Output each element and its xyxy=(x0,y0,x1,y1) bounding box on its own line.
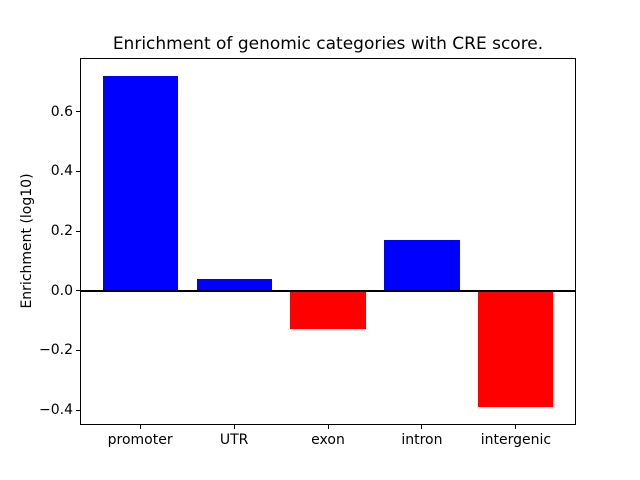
x-tick-mark xyxy=(421,425,423,429)
y-tick-mark xyxy=(76,290,80,292)
y-tick-label: −0.2 xyxy=(39,342,73,359)
y-tick-label: −0.4 xyxy=(39,402,73,419)
bar-intron xyxy=(384,240,460,291)
x-tick-label-intron: intron xyxy=(401,432,443,448)
y-tick-label: 0.6 xyxy=(50,103,73,120)
y-tick-mark xyxy=(76,349,80,351)
x-tick-label-exon: exon xyxy=(311,432,345,448)
y-tick-mark xyxy=(76,409,80,411)
y-tick-mark xyxy=(76,170,80,172)
bar-promoter xyxy=(102,75,178,291)
bar-UTR xyxy=(196,278,272,291)
y-tick-label: 0.4 xyxy=(50,163,73,180)
x-tick-label-intergenic: intergenic xyxy=(480,432,552,448)
chart-title: Enrichment of genomic categories with CR… xyxy=(112,34,544,54)
zero-line xyxy=(80,289,576,292)
y-tick-label: 0.0 xyxy=(50,282,73,299)
bar-exon xyxy=(290,290,366,330)
y-tick-mark xyxy=(76,111,80,113)
x-tick-mark xyxy=(515,425,517,429)
x-tick-mark xyxy=(233,425,235,429)
y-tick-mark xyxy=(76,230,80,232)
x-tick-label-UTR: UTR xyxy=(219,432,249,448)
y-axis-label: Enrichment (log10) xyxy=(19,173,35,309)
x-tick-label-promoter: promoter xyxy=(107,432,173,448)
x-tick-mark xyxy=(139,425,141,429)
y-tick-label: 0.2 xyxy=(50,223,73,240)
bar-intergenic xyxy=(478,290,554,408)
x-tick-mark xyxy=(327,425,329,429)
